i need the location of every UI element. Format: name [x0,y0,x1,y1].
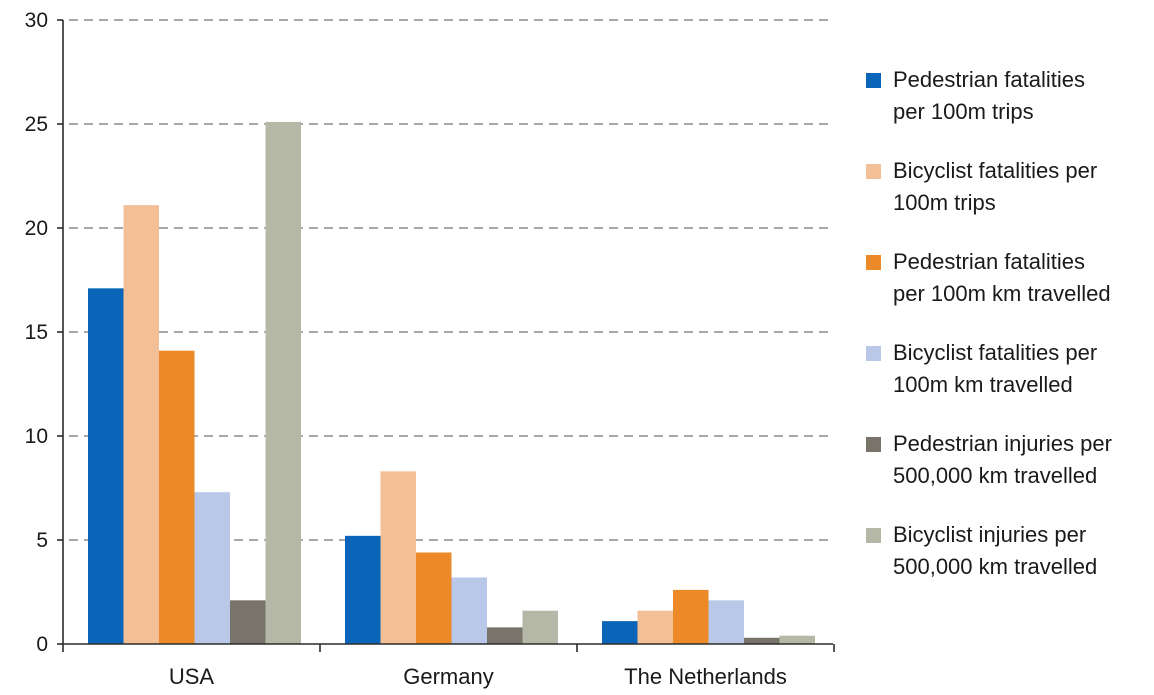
x-category-label: The Netherlands [624,664,787,689]
legend-label: per 100m km travelled [893,281,1111,306]
y-tick-label: 15 [25,321,48,344]
legend-label: 500,000 km travelled [893,554,1097,579]
x-category-label: USA [169,664,215,689]
legend-label: 100m trips [893,190,996,215]
bars [88,121,815,645]
y-tick-label: 10 [25,425,48,448]
bar [779,635,815,644]
bar [380,471,416,644]
bar [522,610,558,644]
legend-item: Bicyclist fatalities per 100m km travelle… [866,340,1097,397]
legend-swatch [866,346,881,361]
legend-swatch [866,255,881,270]
bar [451,577,487,644]
y-tick-label: 0 [36,633,48,656]
bar [345,535,381,644]
legend-label: Bicyclist fatalities per [893,340,1097,365]
legend-item: Pedestrian fatalities per 100m trips [866,67,1085,124]
legend-swatch [866,73,881,88]
legend-label: Bicyclist fatalities per [893,158,1097,183]
legend-swatch [866,164,881,179]
legend: Pedestrian fatalities per 100m trips Bicyc… [866,67,1112,579]
tick-labels: 0 5 10 15 20 25 30 USA Germany The Netherlands [25,9,787,689]
legend-label: 500,000 km travelled [893,463,1097,488]
y-tick-label: 20 [25,217,48,240]
bar [708,600,744,644]
bar [265,121,301,645]
legend-label: Pedestrian fatalities [893,249,1085,274]
axes [57,19,835,652]
legend-item: Pedestrian injuries per 500,000 km travel… [866,431,1112,488]
legend-item: Pedestrian fatalities per 100m km travell… [866,249,1111,306]
gridlines [69,19,833,541]
legend-label: Bicyclist injuries per [893,522,1086,547]
bar [637,610,673,644]
legend-item: Bicyclist injuries per 500,000 km travell… [866,522,1097,579]
bar [416,552,452,644]
legend-item: Bicyclist fatalities per 100m trips [866,158,1097,215]
bar [744,637,780,644]
legend-swatch [866,437,881,452]
legend-label: Pedestrian injuries per [893,431,1112,456]
y-tick-label: 30 [25,9,48,32]
legend-label: 100m km travelled [893,372,1073,397]
legend-label: Pedestrian fatalities [893,67,1085,92]
y-tick-label: 5 [36,529,48,552]
x-category-label: Germany [403,664,493,689]
bar [673,589,709,644]
bar [88,288,124,644]
bar [194,492,230,644]
bar [123,205,159,644]
bar [602,621,638,644]
bar [159,350,195,644]
bar [487,627,523,644]
legend-label: per 100m trips [893,99,1034,124]
bar [230,600,266,644]
legend-swatch [866,528,881,543]
y-tick-label: 25 [25,113,48,136]
